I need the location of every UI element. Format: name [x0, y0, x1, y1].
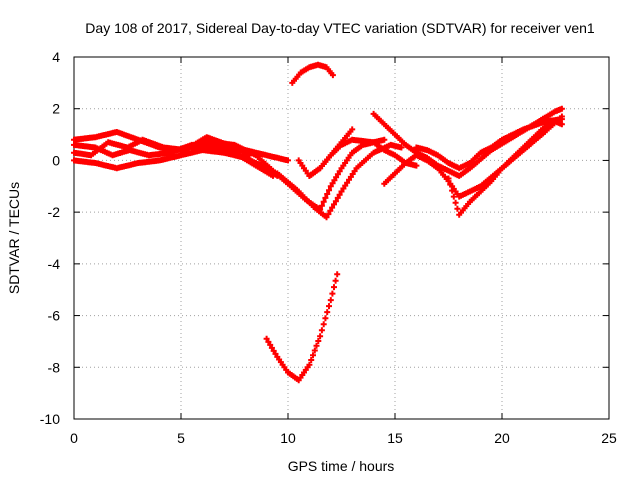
y-tick-label: 2 [52, 101, 60, 117]
chart-grid [74, 57, 609, 419]
x-tick-label: 25 [601, 430, 617, 446]
y-tick-label: 0 [52, 152, 60, 168]
series-markers [289, 61, 336, 86]
y-tick-label: -8 [48, 359, 61, 375]
series-trace-11 [413, 116, 565, 172]
y-tick-label: 4 [52, 49, 60, 65]
x-tick-label: 0 [70, 430, 78, 446]
plot-frame [73, 56, 610, 420]
chart-title: Day 108 of 2017, Sidereal Day-to-day VTE… [85, 20, 595, 36]
x-axis: 0 5 10 15 20 25 [70, 57, 617, 446]
series-markers [413, 116, 565, 172]
y-axis-label: SDTVAR / TECUs [6, 182, 22, 294]
x-tick-label: 10 [280, 430, 296, 446]
series-markers [306, 126, 356, 179]
y-tick-label: -10 [40, 411, 60, 427]
x-axis-label: GPS time / hours [288, 458, 395, 474]
series-trace-13 [289, 61, 336, 86]
y-tick-label: -4 [48, 256, 61, 272]
series-trace-14 [263, 271, 341, 384]
series-trace-6 [274, 141, 405, 221]
series-markers [445, 118, 565, 218]
series-markers [71, 147, 281, 179]
x-tick-label: 15 [387, 430, 403, 446]
series-trace-4 [71, 147, 281, 179]
y-axis: -10 -8 -6 -4 -2 0 2 4 [40, 49, 609, 427]
series-trace-12 [445, 118, 565, 218]
x-tick-label: 5 [177, 430, 185, 446]
series-markers [263, 271, 341, 384]
series-markers [274, 141, 405, 221]
y-tick-label: -6 [48, 308, 61, 324]
y-tick-label: -2 [48, 204, 61, 220]
x-tick-label: 20 [494, 430, 510, 446]
series-trace-8 [306, 126, 356, 179]
data-series [71, 61, 565, 384]
